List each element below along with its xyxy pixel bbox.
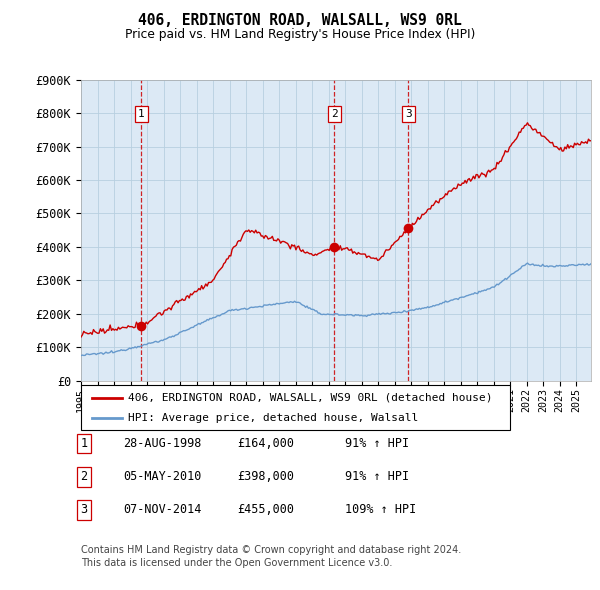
Text: 2: 2	[331, 109, 338, 119]
Text: £398,000: £398,000	[237, 470, 294, 483]
Text: 91% ↑ HPI: 91% ↑ HPI	[345, 437, 409, 450]
Text: £455,000: £455,000	[237, 503, 294, 516]
Text: 3: 3	[80, 503, 88, 516]
Text: 406, ERDINGTON ROAD, WALSALL, WS9 0RL (detached house): 406, ERDINGTON ROAD, WALSALL, WS9 0RL (d…	[128, 393, 493, 402]
Text: Price paid vs. HM Land Registry's House Price Index (HPI): Price paid vs. HM Land Registry's House …	[125, 28, 475, 41]
Text: This data is licensed under the Open Government Licence v3.0.: This data is licensed under the Open Gov…	[81, 559, 392, 568]
Text: 2: 2	[80, 470, 88, 483]
Text: £164,000: £164,000	[237, 437, 294, 450]
Text: 3: 3	[405, 109, 412, 119]
Text: 109% ↑ HPI: 109% ↑ HPI	[345, 503, 416, 516]
Text: Contains HM Land Registry data © Crown copyright and database right 2024.: Contains HM Land Registry data © Crown c…	[81, 545, 461, 555]
Text: 1: 1	[138, 109, 145, 119]
Text: 07-NOV-2014: 07-NOV-2014	[123, 503, 202, 516]
Text: HPI: Average price, detached house, Walsall: HPI: Average price, detached house, Wals…	[128, 414, 418, 424]
Text: 28-AUG-1998: 28-AUG-1998	[123, 437, 202, 450]
Text: 406, ERDINGTON ROAD, WALSALL, WS9 0RL: 406, ERDINGTON ROAD, WALSALL, WS9 0RL	[138, 13, 462, 28]
Text: 91% ↑ HPI: 91% ↑ HPI	[345, 470, 409, 483]
Text: 05-MAY-2010: 05-MAY-2010	[123, 470, 202, 483]
Text: 1: 1	[80, 437, 88, 450]
